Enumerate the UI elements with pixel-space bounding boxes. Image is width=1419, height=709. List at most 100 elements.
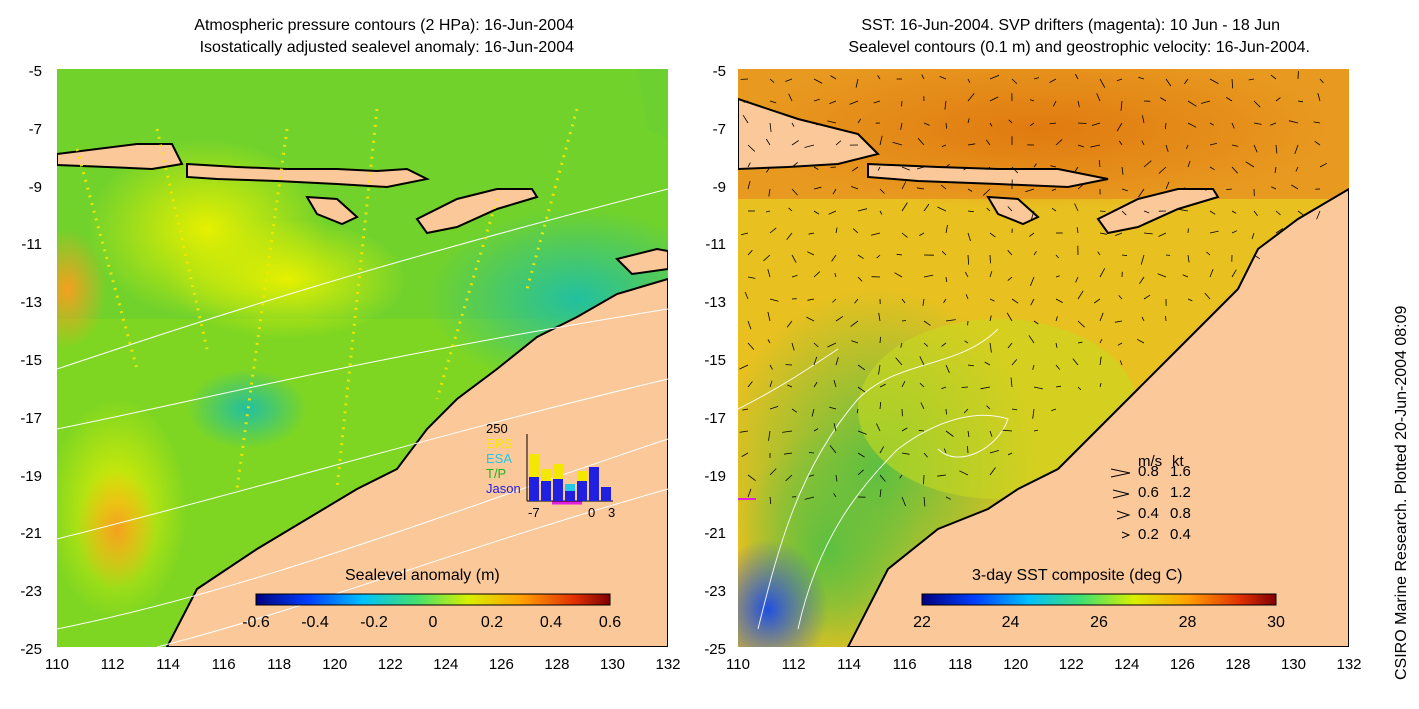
left-colorbar-tick: 0.6	[598, 614, 622, 631]
velocity-vector	[989, 298, 995, 302]
velocity-vector	[1033, 163, 1037, 168]
velocity-vector	[1033, 250, 1037, 256]
velocity-vector	[1077, 144, 1085, 148]
right-x-tick: 120	[1003, 656, 1029, 673]
left-colorbar-tick: -0.2	[360, 614, 388, 631]
velocity-vector	[896, 253, 903, 256]
velocity-vector	[986, 207, 991, 212]
credit-label: CSIRO Marine Research. Plotted 20-Jun-20…	[1393, 305, 1410, 680]
left-y-tick: -5	[28, 63, 42, 80]
velocity-vector	[1200, 100, 1211, 104]
velocity-vector	[1030, 276, 1035, 286]
velocity-vector	[916, 166, 925, 170]
velocity-vector	[967, 446, 969, 454]
velocity-vector	[1099, 232, 1107, 235]
velocity-vector	[1165, 316, 1167, 322]
velocity-vector	[813, 271, 821, 278]
velocity-vector	[900, 342, 903, 348]
velocity-vector	[989, 450, 1000, 454]
right-x-tick: 130	[1280, 656, 1306, 673]
velocity-vector	[1271, 186, 1277, 190]
left-y-tick: -19	[20, 467, 42, 485]
inset-xtick: -7	[528, 505, 540, 520]
velocity-vector	[945, 430, 954, 437]
velocity-vector	[791, 408, 798, 413]
velocity-vector	[791, 342, 795, 351]
velocity-vector	[1051, 408, 1057, 412]
velocity-vector	[920, 402, 925, 410]
velocity-vector	[808, 474, 815, 477]
velocity-vector	[986, 166, 991, 171]
velocity-vector	[857, 118, 862, 124]
velocity-vector	[766, 166, 771, 173]
velocity-vector	[813, 186, 822, 190]
velocity-vector	[786, 320, 793, 328]
velocity-vector	[1072, 358, 1079, 366]
velocity-vector	[1187, 122, 1197, 128]
right-x-tick: 128	[1225, 656, 1251, 673]
velocity-vector	[901, 166, 910, 171]
left-x-tick: 130	[599, 656, 625, 673]
velocity-vector	[852, 228, 859, 234]
velocity-vector	[813, 78, 823, 84]
velocity-vector	[1007, 250, 1013, 256]
velocity-vector	[787, 384, 793, 388]
velocity-vector	[1010, 377, 1013, 388]
velocity-vector	[1183, 187, 1189, 190]
velocity-vector	[1011, 166, 1019, 174]
right-colorbar-tick: 30	[1267, 614, 1285, 631]
velocity-vector	[747, 249, 753, 256]
right-title-line1: SST: 16-Jun-2004. SVP drifters (magenta)…	[861, 17, 1280, 34]
velocity-vector	[1051, 188, 1057, 191]
velocity-vector	[879, 474, 886, 482]
left-x-tick: 116	[211, 656, 236, 673]
velocity-vector	[747, 162, 751, 168]
velocity-vector	[1055, 254, 1059, 259]
velocity-vector	[857, 386, 866, 393]
inset-legend-esa: ESA	[486, 451, 513, 466]
velocity-vector	[831, 254, 837, 262]
velocity-vector	[1231, 78, 1234, 89]
velocity-vector	[804, 144, 815, 148]
velocity-vector	[1077, 122, 1087, 124]
velocity-vector	[1055, 316, 1058, 322]
velocity-vector	[922, 298, 925, 306]
velocity-vector	[964, 340, 969, 344]
velocity-vector	[1114, 320, 1123, 323]
velocity-vector	[835, 357, 839, 366]
inset-max-label: 250	[486, 421, 508, 436]
velocity-vector	[923, 474, 925, 485]
velocity-vector	[813, 428, 819, 432]
velocity-vector	[1050, 165, 1057, 168]
left-y-tick: -23	[20, 583, 42, 601]
velocity-vector	[989, 232, 996, 238]
left-colorbar-tick: 0	[428, 614, 438, 631]
velocity-vector	[1077, 341, 1083, 344]
velocity-vector	[1187, 298, 1193, 302]
velocity-vector	[879, 446, 885, 454]
velocity-vector	[1119, 360, 1123, 366]
velocity-vector	[827, 342, 837, 348]
velocity-vector	[1165, 181, 1170, 190]
left-x-tick: 126	[488, 656, 514, 673]
velocity-vector	[1118, 295, 1123, 300]
velocity-vector	[1141, 316, 1145, 322]
velocity-vector	[829, 100, 837, 104]
velocity-vector	[855, 78, 859, 88]
velocity-vector	[769, 406, 779, 410]
velocity-vector	[1270, 122, 1277, 126]
velocity-vector	[791, 140, 799, 146]
velocity-vector	[940, 184, 947, 190]
velocity-vector	[945, 276, 948, 283]
velocity-vector	[986, 405, 991, 410]
velocity-vector	[1205, 188, 1211, 191]
velocity-vector	[1007, 342, 1013, 349]
velocity-vector	[1164, 122, 1167, 130]
velocity-vector	[1143, 210, 1150, 214]
velocity-vector	[1006, 312, 1013, 322]
velocity-vector	[1032, 364, 1035, 370]
velocity-vector	[1055, 139, 1063, 146]
velocity-vector	[857, 208, 868, 212]
velocity-vector	[899, 474, 903, 479]
velocity-vector	[1051, 207, 1057, 212]
